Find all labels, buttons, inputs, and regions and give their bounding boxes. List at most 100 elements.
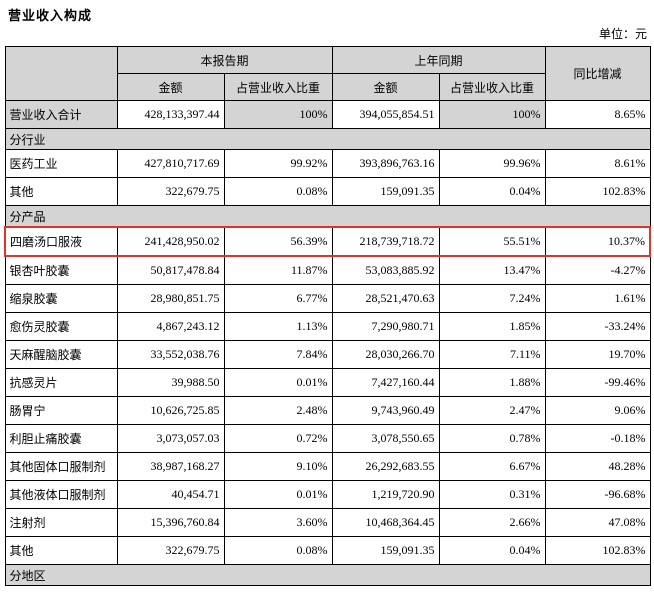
header-prior-period: 上年同期: [331, 46, 546, 74]
cur-amount-cell: 322,679.75: [116, 177, 225, 206]
row-label: 缩泉胶囊: [4, 284, 118, 313]
table-row: 其他 322,679.75 0.08% 159,091.35 0.04% 102…: [4, 177, 651, 206]
header-prior-amount: 金额: [331, 73, 440, 101]
prior-share-cell: 1.88%: [438, 368, 546, 397]
prior-amount-cell: 3,078,550.65: [331, 424, 440, 453]
yoy-cell: 19.70%: [544, 340, 651, 369]
section-label: 分产品: [4, 205, 651, 228]
row-label: 其他固体口服制剂: [4, 452, 118, 481]
table-row: 肠胃宁 10,626,725.85 2.48% 9,743,960.49 2.4…: [4, 396, 651, 425]
cur-amount-cell: 10,626,725.85: [116, 396, 225, 425]
row-label: 营业收入合计: [4, 100, 118, 129]
cur-share-cell: 0.72%: [223, 424, 333, 453]
row-label: 医药工业: [4, 149, 118, 178]
cur-share-cell: 9.10%: [223, 452, 333, 481]
yoy-cell: 102.83%: [544, 177, 651, 206]
page-title: 营业收入构成: [8, 8, 93, 23]
cur-share-cell: 0.01%: [223, 480, 333, 509]
prior-share-cell: 0.04%: [438, 177, 546, 206]
prior-share-cell: 6.67%: [438, 452, 546, 481]
yoy-cell: 8.61%: [544, 149, 651, 178]
cur-share-cell: 99.92%: [223, 149, 333, 178]
table-row: 其他液体口服制剂 40,454.71 0.01% 1,219,720.90 0.…: [4, 480, 651, 509]
prior-share-cell: 0.31%: [438, 480, 546, 509]
cur-share-cell: 0.08%: [223, 177, 333, 206]
prior-amount-cell: 10,468,364.45: [331, 508, 440, 537]
prior-share-cell: 1.85%: [438, 312, 546, 341]
row-label: 注射剂: [4, 508, 118, 537]
cur-amount-cell: 38,987,168.27: [116, 452, 225, 481]
section-row-by-industry: 分行业: [4, 128, 651, 150]
prior-share-cell: 7.11%: [438, 340, 546, 369]
table-row: 缩泉胶囊 28,980,851.75 6.77% 28,521,470.63 7…: [4, 284, 651, 313]
prior-amount-cell: 9,743,960.49: [331, 396, 440, 425]
prior-amount-cell: 159,091.35: [331, 177, 440, 206]
cur-share-cell: 100%: [223, 100, 333, 129]
table-header-row-2: 金额 占营业收入比重 金额 占营业收入比重: [5, 73, 650, 101]
row-label: 抗感灵片: [4, 368, 118, 397]
section-label: 分地区: [4, 564, 651, 586]
unit-label: 单位：元: [598, 27, 647, 41]
yoy-cell: -96.68%: [544, 480, 651, 509]
prior-amount-cell: 53,083,885.92: [331, 255, 440, 285]
row-label: 肠胃宁: [4, 396, 118, 425]
cur-share-cell: 1.13%: [223, 312, 333, 341]
table-row: 抗感灵片 39,988.50 0.01% 7,427,160.44 1.88% …: [4, 368, 651, 397]
cur-share-cell: 0.01%: [223, 368, 333, 397]
prior-share-cell: 99.96%: [438, 149, 546, 178]
revenue-composition-table: 本报告期 上年同期 同比增减 金额 占营业收入比重 金额 占营业收入比重 营业收…: [4, 46, 652, 586]
prior-share-cell: 7.24%: [438, 284, 546, 313]
header-current-period: 本报告期: [116, 46, 333, 74]
prior-share-cell: 0.04%: [438, 536, 546, 565]
yoy-cell: -99.46%: [544, 368, 651, 397]
row-label: 四磨汤口服液: [4, 226, 118, 257]
header-yoy: 同比增减: [544, 46, 651, 101]
table-row: 银杏叶胶囊 50,817,478.84 11.87% 53,083,885.92…: [4, 255, 651, 285]
table-header-row-1: 本报告期 上年同期 同比增减: [4, 46, 651, 101]
cur-amount-cell: 3,073,057.03: [116, 424, 225, 453]
table-row: 天麻醒脑胶囊 33,552,038.76 7.84% 28,030,266.70…: [4, 340, 651, 369]
yoy-cell: 10.37%: [544, 226, 652, 257]
cur-amount-cell: 39,988.50: [116, 368, 225, 397]
prior-share-cell: 0.78%: [438, 424, 546, 453]
yoy-cell: 8.65%: [544, 100, 651, 129]
prior-share-cell: 13.47%: [438, 255, 546, 285]
cur-amount-cell: 33,552,038.76: [116, 340, 225, 369]
cur-amount-cell: 322,679.75: [116, 536, 225, 565]
prior-amount-cell: 218,739,718.72: [331, 226, 440, 257]
row-label: 天麻醒脑胶囊: [4, 340, 118, 369]
corner-cell: [4, 46, 118, 101]
cur-amount-cell: 40,454.71: [116, 480, 225, 509]
row-label: 其他液体口服制剂: [4, 480, 118, 509]
prior-amount-cell: 159,091.35: [331, 536, 440, 565]
table-row: 愈伤灵胶囊 4,867,243.12 1.13% 7,290,980.71 1.…: [4, 312, 651, 341]
yoy-cell: 47.08%: [544, 508, 651, 537]
prior-amount-cell: 7,427,160.44: [331, 368, 440, 397]
row-label: 愈伤灵胶囊: [4, 312, 118, 341]
header-cur-share: 占营业收入比重: [223, 73, 333, 101]
cur-share-cell: 6.77%: [223, 284, 333, 313]
prior-share-cell: 2.66%: [438, 508, 546, 537]
header-prior-share: 占营业收入比重: [438, 73, 546, 101]
header-cur-amount: 金额: [116, 73, 225, 101]
prior-amount-cell: 1,219,720.90: [331, 480, 440, 509]
prior-share-cell: 2.47%: [438, 396, 546, 425]
row-label: 利胆止痛胶囊: [4, 424, 118, 453]
yoy-cell: -0.18%: [544, 424, 651, 453]
yoy-cell: 48.28%: [544, 452, 651, 481]
cur-share-cell: 2.48%: [223, 396, 333, 425]
table-row: 利胆止痛胶囊 3,073,057.03 0.72% 3,078,550.65 0…: [4, 424, 651, 453]
table-row-total: 营业收入合计 428,133,397.44 100% 394,055,854.5…: [4, 100, 651, 129]
row-label: 银杏叶胶囊: [4, 255, 118, 285]
cur-share-cell: 11.87%: [223, 255, 333, 285]
cur-share-cell: 0.08%: [223, 536, 333, 565]
prior-share-cell: 100%: [438, 100, 546, 129]
cur-amount-cell: 50,817,478.84: [116, 255, 225, 285]
cur-share-cell: 7.84%: [223, 340, 333, 369]
row-label: 其他: [4, 177, 118, 206]
yoy-cell: 1.61%: [544, 284, 651, 313]
prior-amount-cell: 393,896,763.16: [331, 149, 440, 178]
table-row: 其他 322,679.75 0.08% 159,091.35 0.04% 102…: [4, 536, 651, 565]
yoy-cell: 102.83%: [544, 536, 651, 565]
prior-share-cell: 55.51%: [438, 226, 546, 257]
